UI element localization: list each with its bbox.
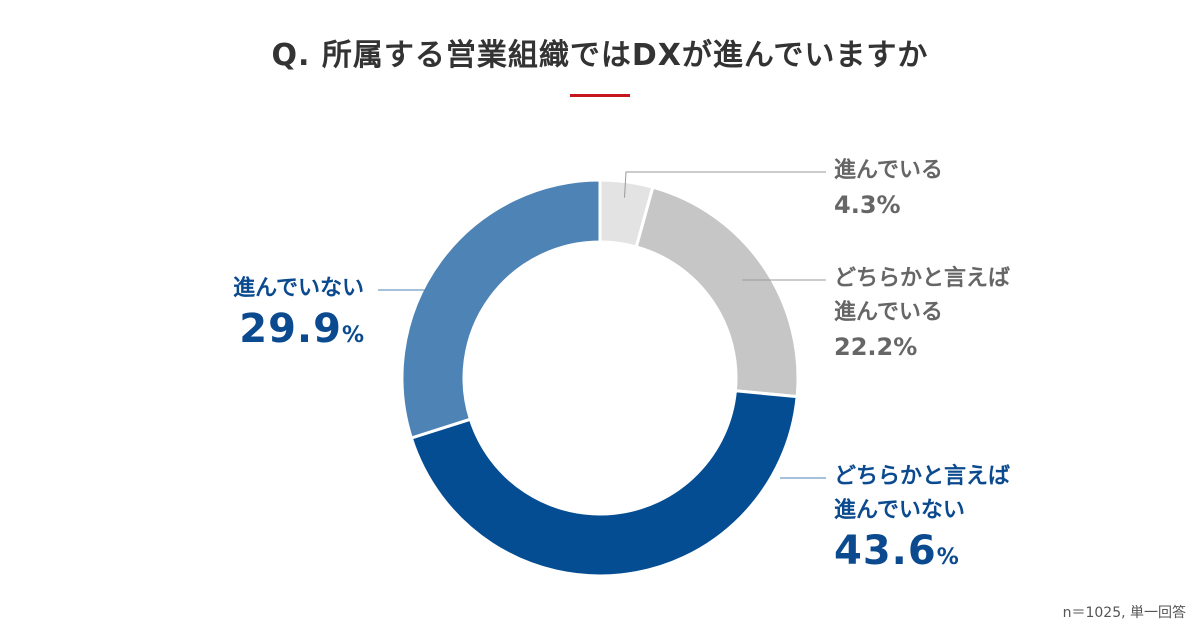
label-not-advanced-value: 29.9% <box>233 306 364 359</box>
segment-somewhat-not-advanced <box>409 389 799 578</box>
label-not-advanced-unit: % <box>341 323 364 348</box>
label-somewhat-not-advanced-line2: 進んでいない <box>834 498 965 523</box>
label-not-advanced: 進んでいない 29.9% <box>233 272 364 359</box>
label-somewhat-advanced-line1: どちらかと言えば <box>834 266 1011 291</box>
label-advanced-name: 進んでいる <box>834 158 943 183</box>
label-somewhat-not-advanced-line1: どちらかと言えば <box>834 464 1011 489</box>
segment-not-advanced <box>400 178 602 440</box>
segment-somewhat-advanced <box>634 185 800 399</box>
title-underline <box>570 94 630 97</box>
label-somewhat-not-advanced-number: 43.6 <box>834 528 937 574</box>
label-advanced: 進んでいる 4.3% <box>834 154 943 222</box>
chart-title: Q. 所属する営業組織ではDXが進んでいますか <box>271 38 929 73</box>
label-not-advanced-name: 進んでいない <box>233 276 364 301</box>
sample-note: n＝1025, 単一回答 <box>1062 605 1186 621</box>
label-somewhat-advanced: どちらかと言えば 進んでいる 22.2% <box>834 262 1010 364</box>
label-not-advanced-number: 29.9 <box>239 306 342 352</box>
label-somewhat-not-advanced: どちらかと言えば 進んでいない 43.6% <box>834 460 1010 581</box>
label-somewhat-not-advanced-unit: % <box>936 545 959 570</box>
label-somewhat-advanced-value: 22.2% <box>834 333 918 361</box>
leader-line-advanced <box>624 171 826 198</box>
label-advanced-value: 4.3% <box>834 191 901 219</box>
label-somewhat-not-advanced-value: 43.6% <box>834 528 1010 581</box>
label-somewhat-advanced-line2: 進んでいる <box>834 300 943 325</box>
